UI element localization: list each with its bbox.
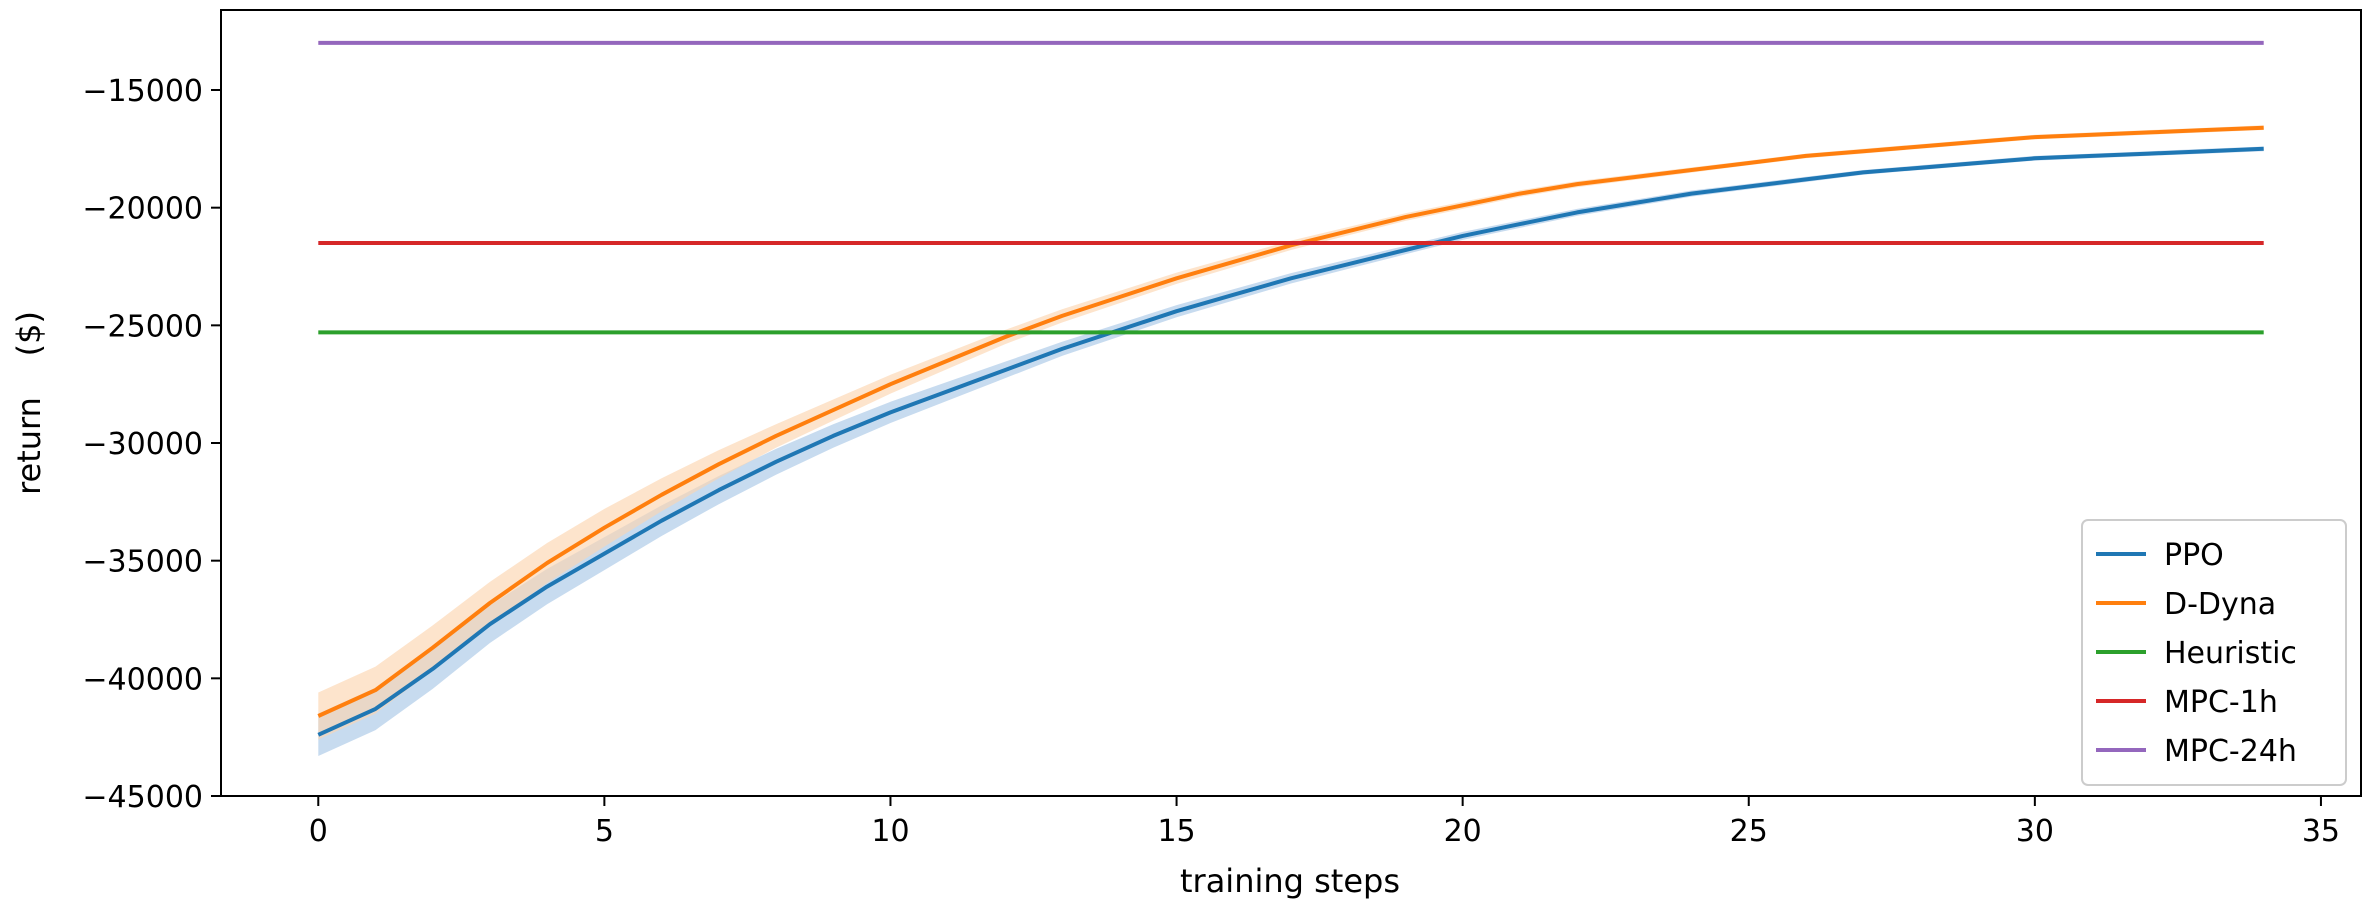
y-tick-label: −40000	[82, 662, 203, 697]
legend: PPO D-Dyna Heuristic MPC-1h MPC-24h	[2081, 519, 2347, 786]
x-tick-label: 20	[1444, 814, 1482, 849]
legend-label-heuristic: Heuristic	[2164, 636, 2297, 671]
x-axis-label: training steps	[1180, 862, 1400, 900]
legend-label-mpc-24h: MPC-24h	[2164, 734, 2297, 769]
y-tick-label: −35000	[82, 545, 203, 580]
y-axis-ticks: −45000 −40000 −35000 −30000 −25000 −20000 −150…	[82, 74, 221, 815]
plot-frame	[220, 9, 2362, 797]
x-tick-label: 30	[2016, 814, 2054, 849]
x-axis-ticks: 0 5 10 15 20 25 30 35	[309, 796, 2340, 849]
line-d-dyna	[317, 125, 2264, 718]
y-tick-label: −15000	[82, 74, 203, 109]
legend-box	[2081, 519, 2347, 786]
legend-label-d-dyna: D-Dyna	[2164, 587, 2276, 622]
series-lines	[317, 40, 2264, 737]
y-tick-label: −45000	[82, 780, 203, 815]
y-tick-label: −25000	[82, 309, 203, 344]
x-tick-label: 10	[871, 814, 909, 849]
legend-label-ppo: PPO	[2164, 538, 2224, 573]
y-axis-label: return ($)	[10, 311, 48, 495]
line-ppo	[317, 146, 2264, 737]
x-tick-label: 25	[1730, 814, 1768, 849]
x-tick-label: 5	[595, 814, 614, 849]
x-tick-label: 35	[2302, 814, 2340, 849]
y-tick-label: −20000	[82, 192, 203, 227]
confidence-bands	[318, 125, 2264, 756]
x-tick-label: 0	[309, 814, 328, 849]
legend-label-mpc-1h: MPC-1h	[2164, 685, 2278, 720]
band-d-dyna	[318, 125, 2264, 740]
y-tick-label: −30000	[82, 427, 203, 462]
x-tick-label: 15	[1157, 814, 1195, 849]
